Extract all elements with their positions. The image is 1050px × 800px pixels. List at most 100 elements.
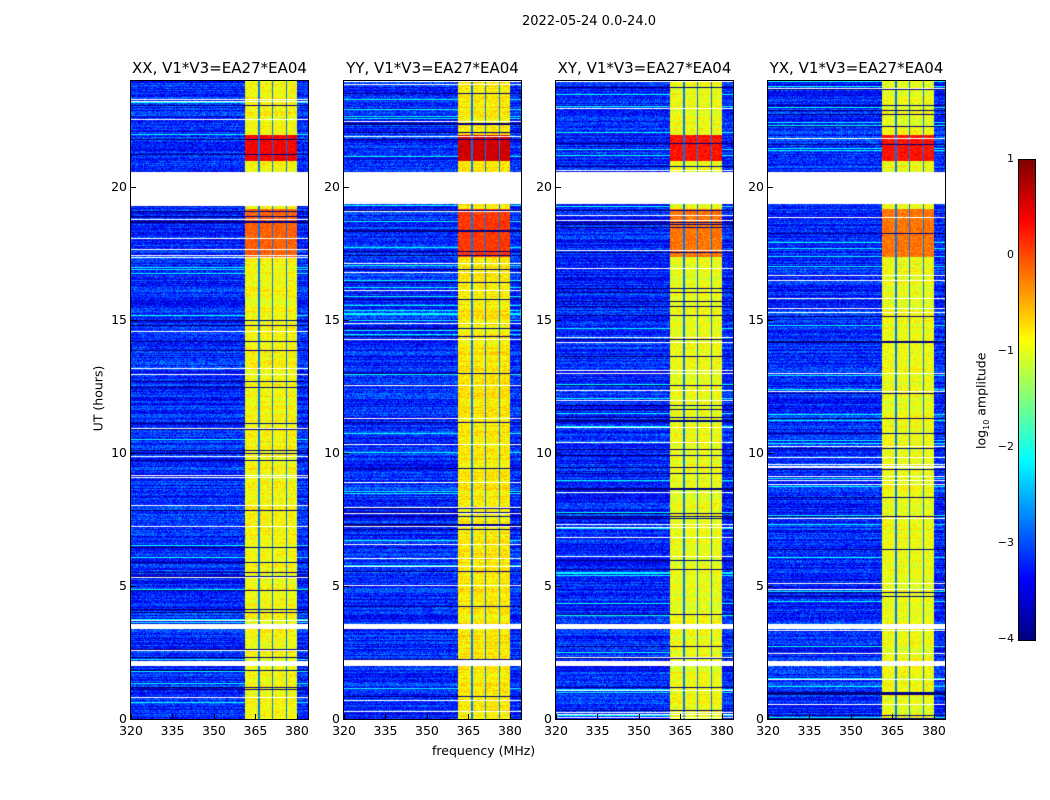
y-tick-label: 20 — [748, 179, 764, 195]
x-tick-label: 350 — [839, 723, 863, 738]
y-tick-mark — [344, 453, 349, 455]
x-tick-mark — [468, 714, 470, 719]
figure-title: 2022-05-24 0.0-24.0 — [522, 14, 656, 29]
y-tick-mark — [131, 453, 136, 455]
colorbar-tick-label: −2 — [997, 440, 1014, 453]
y-tick-label: 20 — [111, 179, 127, 195]
x-tick-mark — [597, 714, 599, 719]
colorbar — [1018, 159, 1036, 641]
panel-title: YY, V1*V3=EA27*EA04 — [346, 59, 519, 77]
y-tick-label: 5 — [544, 578, 552, 594]
heatmap-image — [768, 81, 945, 719]
y-tick-label: 10 — [324, 445, 340, 461]
panel-title: YX, V1*V3=EA27*EA04 — [769, 59, 944, 77]
y-tick-mark — [768, 586, 773, 588]
panel-title: XY, V1*V3=EA27*EA04 — [557, 59, 732, 77]
heatmap-image — [556, 81, 733, 719]
x-tick-label: 365 — [668, 723, 693, 738]
x-tick-label: 380 — [285, 723, 309, 738]
x-tick-mark — [344, 714, 345, 719]
colorbar-tick-label: −3 — [997, 536, 1014, 549]
x-tick-mark — [933, 714, 935, 719]
x-tick-label: 335 — [585, 723, 610, 738]
x-tick-label: 365 — [243, 723, 268, 738]
y-tick-mark — [556, 719, 561, 720]
y-tick-label: 5 — [119, 578, 127, 594]
y-tick-mark — [131, 187, 136, 189]
y-tick-label: 0 — [544, 711, 552, 726]
x-tick-mark — [809, 714, 811, 719]
y-axis-label: UT (hours) — [90, 365, 106, 432]
x-tick-mark — [172, 714, 174, 719]
x-tick-label: 350 — [627, 723, 651, 738]
y-tick-label: 15 — [748, 312, 764, 328]
y-tick-mark — [768, 719, 773, 720]
waterfall-panel — [767, 80, 946, 720]
x-tick-label: 320 — [756, 723, 780, 738]
heatmap-image — [344, 81, 521, 719]
colorbar-gradient — [1019, 160, 1035, 640]
x-tick-label: 335 — [373, 723, 398, 738]
y-tick-mark — [344, 719, 349, 720]
x-tick-mark — [850, 714, 852, 719]
y-tick-label: 20 — [324, 179, 340, 195]
x-tick-mark — [213, 714, 215, 719]
x-tick-label: 320 — [332, 723, 356, 738]
colorbar-label-main: log — [973, 429, 989, 449]
y-tick-mark — [768, 187, 773, 189]
y-tick-label: 10 — [536, 445, 552, 461]
y-tick-label: 0 — [332, 711, 340, 726]
y-tick-mark — [131, 586, 136, 588]
y-tick-mark — [768, 453, 773, 455]
x-tick-label: 320 — [544, 723, 568, 738]
y-tick-label: 15 — [324, 312, 340, 328]
y-tick-label: 0 — [119, 711, 127, 726]
waterfall-panel — [343, 80, 522, 720]
y-tick-mark — [344, 187, 349, 189]
x-tick-mark — [721, 714, 723, 719]
colorbar-tick-label: 1 — [1007, 152, 1014, 165]
x-tick-mark — [638, 714, 640, 719]
y-tick-label: 15 — [536, 312, 552, 328]
waterfall-panel — [130, 80, 309, 720]
y-tick-mark — [131, 719, 136, 720]
colorbar-tick-label: −1 — [997, 344, 1014, 357]
y-tick-label: 10 — [111, 445, 127, 461]
waterfall-panel — [555, 80, 734, 720]
x-tick-mark — [385, 714, 387, 719]
x-tick-mark — [556, 714, 557, 719]
colorbar-label-rest: amplitude — [973, 352, 989, 420]
x-tick-mark — [680, 714, 682, 719]
y-tick-mark — [556, 586, 561, 588]
x-tick-label: 365 — [880, 723, 905, 738]
heatmap-image — [131, 81, 308, 719]
colorbar-label: log10 amplitude — [973, 341, 991, 461]
x-tick-mark — [509, 714, 511, 719]
y-tick-label: 10 — [748, 445, 764, 461]
x-tick-mark — [296, 714, 298, 719]
y-tick-mark — [556, 187, 561, 189]
x-tick-label: 365 — [456, 723, 481, 738]
x-tick-mark — [892, 714, 894, 719]
x-tick-label: 335 — [160, 723, 185, 738]
y-tick-label: 0 — [756, 711, 764, 726]
x-tick-mark — [768, 714, 769, 719]
y-tick-label: 5 — [332, 578, 340, 594]
x-tick-label: 380 — [498, 723, 522, 738]
y-tick-label: 20 — [536, 179, 552, 195]
x-tick-label: 320 — [119, 723, 143, 738]
x-tick-label: 350 — [415, 723, 439, 738]
colorbar-tick-label: −4 — [997, 632, 1014, 645]
y-tick-label: 5 — [756, 578, 764, 594]
colorbar-label-sub: 10 — [981, 419, 991, 430]
y-tick-mark — [344, 320, 349, 322]
x-tick-label: 380 — [710, 723, 734, 738]
x-tick-mark — [255, 714, 257, 719]
x-axis-label: frequency (MHz) — [432, 743, 536, 758]
panel-title: XX, V1*V3=EA27*EA04 — [132, 59, 307, 77]
x-tick-mark — [426, 714, 428, 719]
y-tick-mark — [556, 320, 561, 322]
x-tick-label: 335 — [797, 723, 822, 738]
colorbar-tick-label: 0 — [1007, 248, 1014, 261]
